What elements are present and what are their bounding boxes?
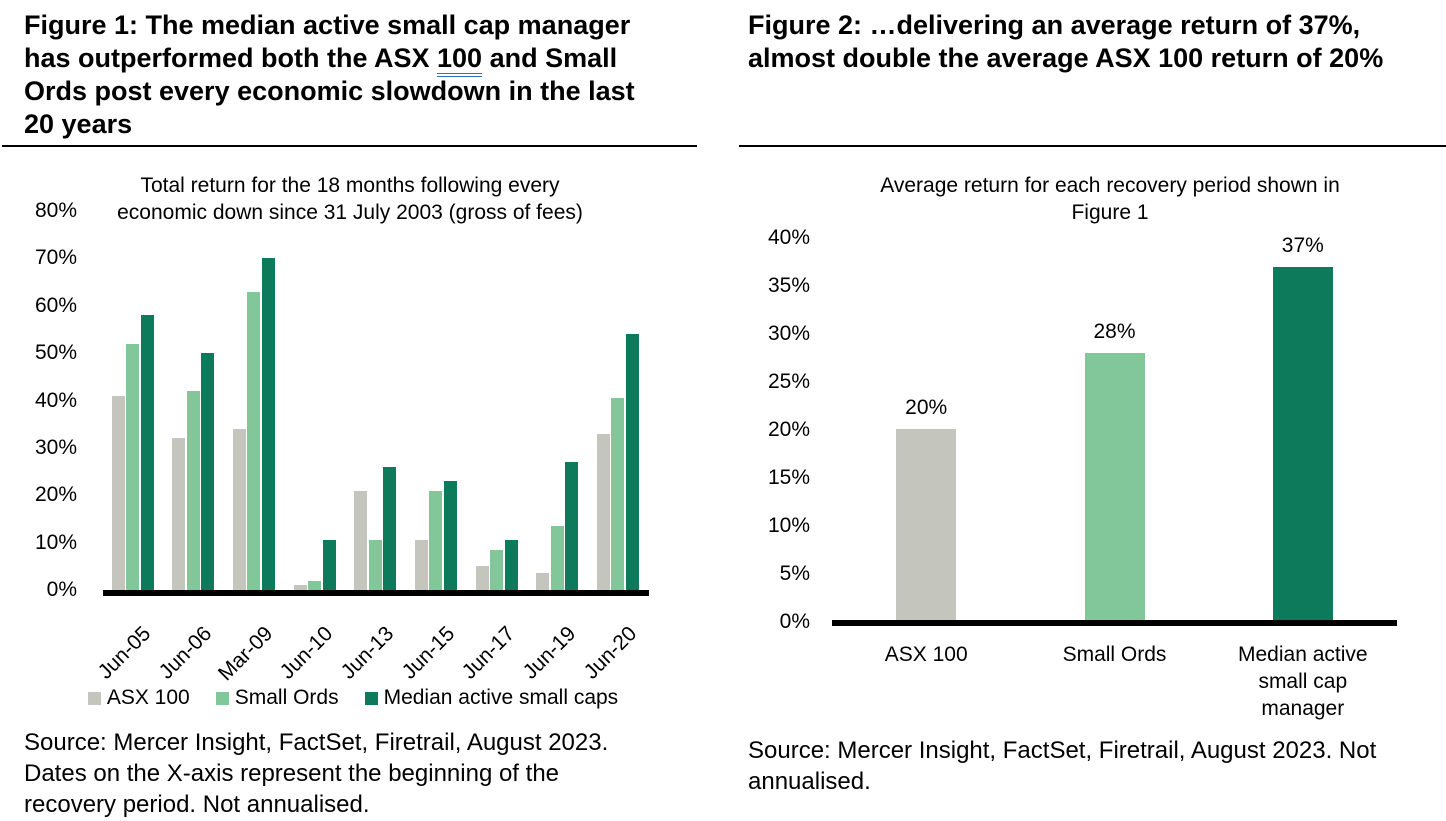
- y-axis-tick-label: 30%: [34, 435, 77, 459]
- legend-swatch: [364, 691, 378, 705]
- y-axis-tick-label: 10%: [767, 514, 810, 537]
- figure1-title-text-after: and Small Ords post every economic slowd…: [24, 43, 635, 139]
- figure1-title-text-before: Figure 1: The median active small cap ma…: [24, 10, 631, 73]
- bar: [475, 566, 489, 590]
- legend-item: ASX 100: [87, 686, 190, 710]
- bar: [354, 490, 368, 590]
- figure2-panel: Figure 2: …delivering an average return …: [723, 0, 1446, 821]
- y-axis-tick-label: 40%: [34, 388, 77, 412]
- legend-label: ASX 100: [106, 686, 190, 709]
- x-axis-tick-label: Small Ords: [1062, 643, 1167, 666]
- y-axis-tick-label: 35%: [767, 274, 810, 297]
- legend-swatch: [215, 691, 229, 705]
- figure2-x-axis-line: [832, 620, 1397, 626]
- y-axis-tick-label: 20%: [767, 418, 810, 441]
- y-axis-tick-label: 80%: [34, 199, 77, 222]
- bar: [565, 462, 579, 590]
- y-axis-tick-label: 20%: [34, 483, 77, 507]
- legend-label: Median active small caps: [383, 686, 619, 709]
- figure1-chart-title: Total return for the 18 months following…: [117, 174, 583, 224]
- bar: [1272, 266, 1333, 620]
- bar: [414, 540, 428, 590]
- x-axis-tick-label: Median active small cap manager: [1238, 643, 1368, 720]
- bar: [322, 540, 336, 590]
- x-axis-tick-label: ASX 100: [884, 643, 968, 666]
- legend-item: Small Ords: [215, 686, 339, 710]
- bar: [536, 573, 550, 590]
- bar: [443, 481, 457, 590]
- bar: [261, 258, 275, 590]
- figure1-source: Source: Mercer Insight, FactSet, Firetra…: [24, 729, 609, 818]
- figure1-title: Figure 1: The median active small cap ma…: [24, 9, 714, 141]
- bar: [126, 343, 140, 590]
- bar: [490, 549, 504, 590]
- bar: [172, 438, 186, 590]
- bar-value-label: 37%: [1281, 233, 1324, 257]
- y-axis-tick-label: 30%: [767, 322, 810, 345]
- bar: [625, 334, 639, 590]
- y-axis-tick-label: 40%: [767, 226, 810, 249]
- bar: [504, 540, 518, 590]
- y-axis-tick-label: 0%: [779, 610, 810, 633]
- bar: [201, 353, 215, 590]
- bar: [308, 580, 322, 590]
- bar: [186, 391, 200, 590]
- figure2-chart-title: Average return for each recovery period …: [880, 174, 1340, 224]
- figure1-chart: 80% 70% 60% 50% 40% 30% 20% 10% 0% Jun-05 Jun-06 Ma…: [34, 199, 641, 685]
- legend-label: Small Ords: [234, 686, 339, 709]
- bar-value-label: 20%: [905, 396, 948, 419]
- bar: [247, 291, 261, 590]
- bar: [111, 395, 125, 590]
- bar: [611, 398, 625, 590]
- figure1-title-underlined-text: 100: [437, 43, 483, 77]
- y-axis-tick-label: 0%: [46, 578, 77, 601]
- y-axis-tick-label: 10%: [34, 530, 77, 554]
- figure1-panel: Figure 1: The median active small cap ma…: [2, 9, 714, 818]
- bar: [368, 540, 382, 590]
- figure2-chart: 40% 35% 30% 25% 20% 15% 10% 5% 0% 20% ASX 100 28% Sm…: [723, 0, 1446, 821]
- y-axis-tick-label: 5%: [779, 562, 810, 585]
- y-axis-tick-label: 50%: [34, 341, 77, 365]
- bar: [1084, 352, 1145, 620]
- bar: [383, 466, 397, 590]
- figure2-source: Source: Mercer Insight, FactSet, Firetra…: [748, 737, 1377, 795]
- figure2-title-divider: [739, 145, 1446, 147]
- legend-swatch: [87, 691, 101, 705]
- bar: [140, 315, 154, 590]
- y-axis-tick-label: 60%: [34, 293, 77, 317]
- figure1-x-axis-line: [103, 590, 649, 596]
- bar-value-label: 28%: [1093, 319, 1136, 343]
- figure1-title-divider: [2, 145, 697, 147]
- y-axis-tick-label: 25%: [767, 370, 810, 393]
- bar: [896, 429, 957, 620]
- bar: [550, 526, 564, 590]
- bar: [232, 428, 246, 590]
- y-axis-tick-label: 15%: [767, 466, 810, 489]
- figure2-title: Figure 2: …delivering an average return …: [748, 10, 1384, 73]
- legend-item: Median active small caps: [364, 686, 619, 710]
- bar: [596, 433, 610, 590]
- y-axis-tick-label: 70%: [34, 246, 77, 270]
- bar: [293, 585, 307, 590]
- bar: [429, 490, 443, 590]
- figure1-legend: ASX 100 Small Ords Median active small cap…: [63, 686, 643, 710]
